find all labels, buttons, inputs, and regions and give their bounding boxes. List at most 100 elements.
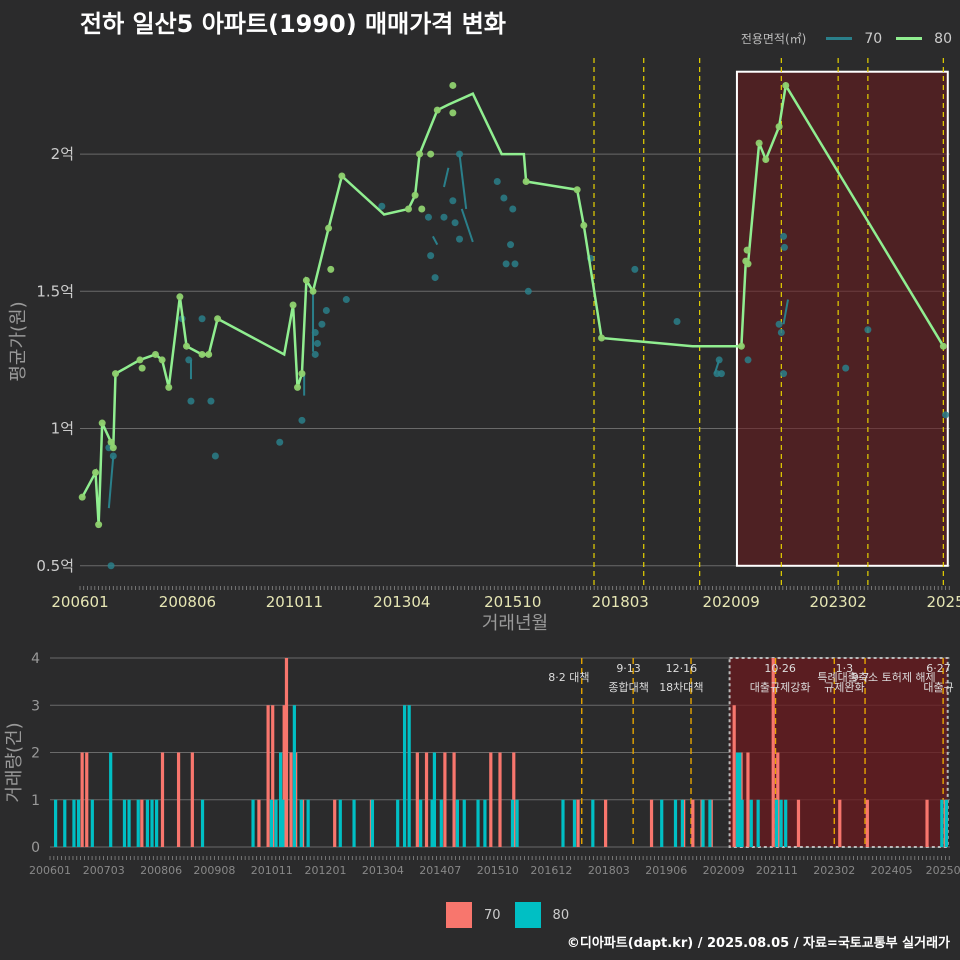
- bar-70: [289, 752, 293, 847]
- bar-70: [732, 705, 736, 847]
- bar-70: [266, 705, 270, 847]
- bar-70: [489, 752, 493, 847]
- point-70: [942, 411, 950, 419]
- bar-80: [407, 705, 411, 847]
- bar-70: [452, 752, 456, 847]
- bar-80: [76, 799, 81, 847]
- point-80: [136, 356, 144, 364]
- point-80: [138, 364, 146, 372]
- x-tick-label: 2025: [926, 593, 960, 611]
- point-70: [211, 452, 219, 460]
- bar-x-tick-label: 201407: [419, 864, 461, 877]
- point-70: [524, 287, 532, 295]
- bar-70: [604, 799, 608, 847]
- bar-70: [176, 752, 181, 847]
- y-axis-title: 평균가(원): [8, 301, 29, 381]
- point-80: [309, 287, 317, 295]
- point-70: [631, 265, 639, 273]
- point-70: [298, 416, 306, 424]
- bar-80: [515, 799, 519, 847]
- bar-80: [735, 752, 740, 847]
- point-70: [318, 320, 326, 328]
- point-80: [302, 276, 310, 284]
- legend-label-80: 80: [934, 30, 952, 47]
- series-segment-70: [713, 359, 721, 374]
- bar-x-tick-label: 201510: [477, 864, 519, 877]
- point-80: [762, 156, 770, 164]
- annotation-text: 대출규제강화: [750, 681, 811, 694]
- point-80: [580, 221, 588, 229]
- bar-70: [160, 752, 165, 847]
- bar-80: [430, 799, 434, 847]
- bar-80: [145, 799, 150, 847]
- point-70: [777, 328, 785, 336]
- point-80: [95, 521, 103, 529]
- point-80: [598, 334, 606, 342]
- bar-80: [572, 799, 577, 847]
- point-80: [427, 150, 435, 158]
- bar-80: [306, 799, 310, 847]
- point-80: [205, 350, 213, 358]
- x-tick-label: 201510: [484, 593, 541, 611]
- bar-80: [561, 799, 565, 847]
- point-70: [780, 370, 788, 378]
- series-line-70: [107, 455, 115, 509]
- point-80: [325, 224, 333, 232]
- point-80: [743, 246, 751, 254]
- point-70: [511, 260, 519, 268]
- x-tick-label: 202302: [810, 593, 867, 611]
- bar-70: [649, 799, 654, 847]
- bar-70: [140, 799, 144, 847]
- x-axis-title: 거래년월: [482, 613, 548, 634]
- bar-y-tick-label: 4: [31, 651, 40, 667]
- point-70: [717, 370, 725, 378]
- x-tick-label: 200601: [51, 593, 108, 611]
- bar-y-tick-label: 0: [31, 840, 40, 856]
- point-80: [98, 419, 106, 427]
- bar-x-tick-label: 201011: [251, 864, 293, 877]
- annotation-text: 18차대책: [659, 681, 703, 694]
- bar-x-tick-label: 202302: [813, 864, 855, 877]
- bar-80: [251, 799, 255, 847]
- chart-title: 전하 일산5 아파트(1990) 매매가격 변화: [80, 10, 506, 38]
- bar-y-tick-label: 1: [31, 793, 40, 809]
- bar-70: [771, 658, 775, 847]
- point-80: [107, 438, 115, 446]
- point-80: [737, 342, 745, 350]
- legend-top: 전용면적(㎡) 70 80: [741, 30, 952, 47]
- point-70: [378, 202, 386, 210]
- bar-80: [483, 799, 487, 847]
- series-segment-70: [432, 235, 439, 246]
- bar-80: [944, 799, 949, 847]
- bar-80: [708, 799, 712, 847]
- bar-x-tick-label: 200601: [29, 864, 71, 877]
- bar-70: [80, 752, 84, 847]
- point-80: [158, 356, 166, 364]
- annotation-date: 12·16: [666, 662, 698, 675]
- bar-80: [510, 799, 515, 847]
- bar-80: [63, 799, 67, 847]
- bar-80: [200, 799, 205, 847]
- y-tick-label: 1억: [51, 420, 74, 438]
- point-70: [451, 219, 459, 227]
- point-70: [276, 438, 284, 446]
- annotation-text: 대출규: [923, 681, 953, 694]
- bar-80: [673, 799, 678, 847]
- point-80: [449, 109, 457, 117]
- annotation-text: 규제완화: [824, 681, 864, 694]
- annotation-date: 10·26: [764, 662, 796, 675]
- legend-title: 전용면적(㎡): [740, 32, 807, 46]
- bar-70: [257, 799, 261, 847]
- point-70: [187, 397, 195, 405]
- point-80: [214, 315, 222, 323]
- point-80: [433, 106, 441, 114]
- series-line-80: [81, 81, 945, 525]
- point-80: [573, 186, 581, 194]
- point-70: [509, 205, 517, 213]
- point-80: [782, 81, 790, 89]
- bar-x-tick-label: 200908: [193, 864, 235, 877]
- point-70: [342, 296, 350, 304]
- bar-70: [838, 799, 842, 847]
- point-80: [112, 370, 120, 378]
- series-segment-70: [782, 299, 789, 325]
